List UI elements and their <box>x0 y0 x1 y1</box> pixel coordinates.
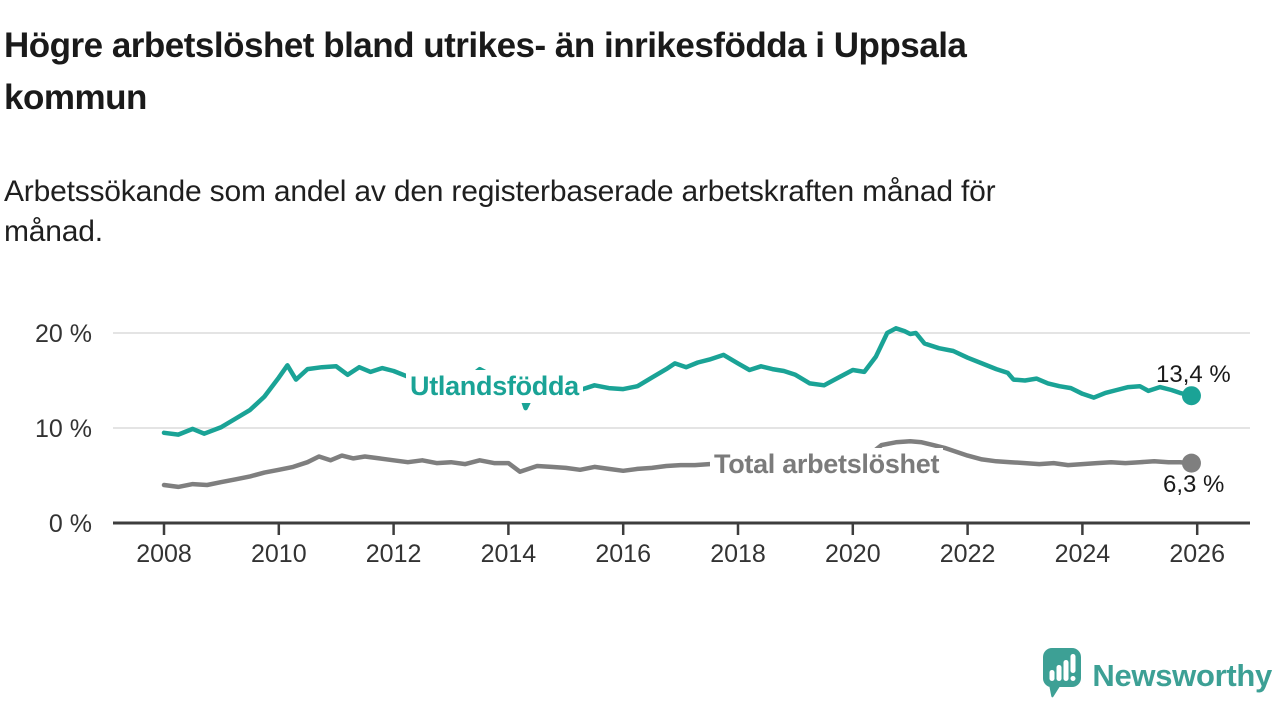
x-tick-label: 2020 <box>825 540 881 568</box>
page-subtitle: Arbetssökande som andel av den registerb… <box>4 172 996 252</box>
newsworthy-speech-bubble-bar-chart-icon <box>1041 647 1083 704</box>
page-subtitle-line-1: Arbetssökande som andel av den registerb… <box>4 175 996 208</box>
series-label-total-arbetsloshet: Total arbetslöshet <box>710 448 944 481</box>
y-tick-label: 0 % <box>49 510 92 538</box>
newsworthy-logo[interactable]: Newsworthy <box>1041 647 1272 704</box>
x-tick-label: 2012 <box>366 540 422 568</box>
series-end-dot-2 <box>1181 453 1201 473</box>
end-value-utlandsfodda: 13,4 % <box>1156 361 1231 388</box>
x-tick-label: 2008 <box>136 540 192 568</box>
page-title: Högre arbetslöshet bland utrikes- än inr… <box>4 20 967 124</box>
y-tick-label: 20 % <box>35 320 92 348</box>
page-title-line-2: kommun <box>4 78 147 117</box>
x-tick-label: 2022 <box>940 540 996 568</box>
series-line-1 <box>161 326 1194 437</box>
x-tick-label: 2018 <box>710 540 766 568</box>
x-tick-label: 2016 <box>595 540 651 568</box>
series-line-2 <box>161 439 1194 490</box>
end-value-total-arbetsloshet: 6,3 % <box>1163 471 1225 498</box>
x-tick-label: 2014 <box>481 540 537 568</box>
newsworthy-brand-text: Newsworthy <box>1092 658 1272 693</box>
series-end-dot-1 <box>1181 386 1201 406</box>
series-label-utlandsfodda: Utlandsfödda <box>406 370 583 403</box>
x-tick-label: 2024 <box>1055 540 1111 568</box>
y-tick-label: 10 % <box>35 415 92 443</box>
x-tick-label: 2010 <box>251 540 307 568</box>
x-tick-label: 2026 <box>1169 540 1225 568</box>
page-title-line-1: Högre arbetslöshet bland utrikes- än inr… <box>4 26 967 65</box>
page-subtitle-line-2: månad. <box>4 215 103 248</box>
